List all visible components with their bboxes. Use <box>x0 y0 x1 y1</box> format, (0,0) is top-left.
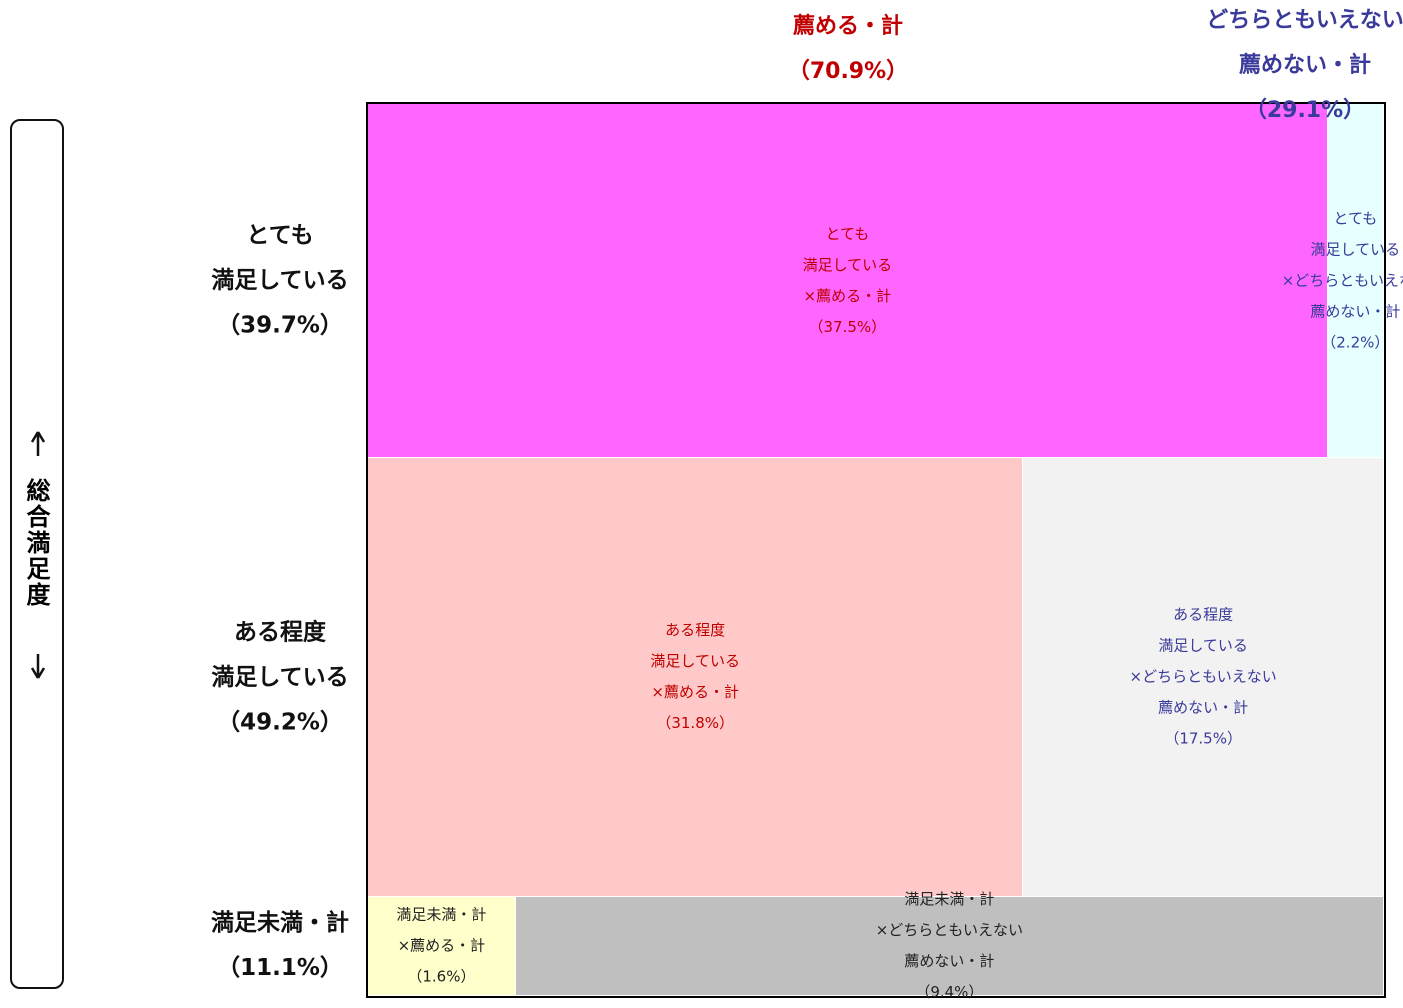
cell-text: ある程度 満足している ×どちらともいえない 薦めない・計 （17.5%） <box>1130 600 1277 755</box>
cell-label: とても 満足している ×薦める・計 <box>802 224 893 305</box>
cell-label: ある程度 満足している ×薦める・計 <box>650 621 740 702</box>
mosaic-cell: とても 満足している ×どちらともいえない 薦めない・計 （2.2%） <box>1282 104 1403 459</box>
y-axis-arrows <box>30 431 46 679</box>
cell-value: （2.2%） <box>1321 333 1390 352</box>
row-label-name: 満足未満・計 <box>211 910 349 937</box>
row-label: ある程度 満足している （49.2%） <box>180 610 380 745</box>
column-header-value: （29.1%） <box>1244 98 1366 123</box>
cell-value: （1.6%） <box>407 967 476 986</box>
plot-area: とても 満足している ×薦める・計 （37.5%） とても 満足している ×どちらと… <box>366 102 1403 1001</box>
row-label-value: （39.7%） <box>217 312 343 339</box>
row-label-name: ある程度 満足している <box>211 619 349 691</box>
column-header-name: 薦める・計 <box>792 14 903 39</box>
row-label-value: （49.2%） <box>217 709 343 736</box>
cell-text: とても 満足している ×薦める・計 （37.5%） <box>803 219 893 343</box>
cell-label: とても 満足している ×どちらともいえない 薦めない・計 <box>1281 209 1403 321</box>
row-label: とても 満足している （39.7%） <box>180 214 380 349</box>
y-axis-box <box>10 119 64 989</box>
mosaic-cell: 満足未満・計 ×どちらともいえない 薦めない・計 （9.4%） <box>515 890 1384 1001</box>
cell-text: 満足未満・計 ×どちらともいえない 薦めない・計 （9.4%） <box>876 884 1023 1008</box>
mosaic-cell: ある程度 満足している ×薦める・計 （31.8%） <box>368 458 1024 897</box>
column-header: 薦める・計 （70.9%） <box>688 4 1008 94</box>
column-header-value: （70.9%） <box>787 59 909 84</box>
row-label-name: とても 満足している <box>211 222 349 294</box>
cell-text: 満足未満・計 ×薦める・計 （1.6%） <box>396 899 486 992</box>
cell-value: （17.5%） <box>1164 729 1242 748</box>
y-axis-label: 総合満足度 <box>22 478 50 608</box>
cell-text: ある程度 満足している ×薦める・計 （31.8%） <box>650 615 740 739</box>
column-header: どちらともいえない 薦めない・計 （29.1%） <box>1145 0 1403 133</box>
mosaic-cell: とても 満足している ×薦める・計 （37.5%） <box>368 104 1328 459</box>
row-label: 満足未満・計 （11.1%） <box>180 901 380 991</box>
mosaic-cell: 満足未満・計 ×薦める・計 （1.6%） <box>368 896 516 996</box>
cell-label: 満足未満・計 ×どちらともいえない 薦めない・計 <box>875 889 1024 970</box>
cell-value: （31.8%） <box>656 714 734 733</box>
row-label-value: （11.1%） <box>217 955 343 982</box>
cell-value: （37.5%） <box>808 317 887 336</box>
column-header-name: どちらともいえない 薦めない・計 <box>1206 8 1403 78</box>
cell-text: とても 満足している ×どちらともいえない 薦めない・計 （2.2%） <box>1282 203 1403 358</box>
cell-label: ある程度 満足している ×どちらともいえない 薦めない・計 <box>1129 605 1277 717</box>
cell-label: 満足未満・計 ×薦める・計 <box>396 905 487 955</box>
cell-value: （9.4%） <box>915 982 984 1001</box>
mosaic-cell: ある程度 満足している ×どちらともいえない 薦めない・計 （17.5%） <box>1023 458 1384 897</box>
